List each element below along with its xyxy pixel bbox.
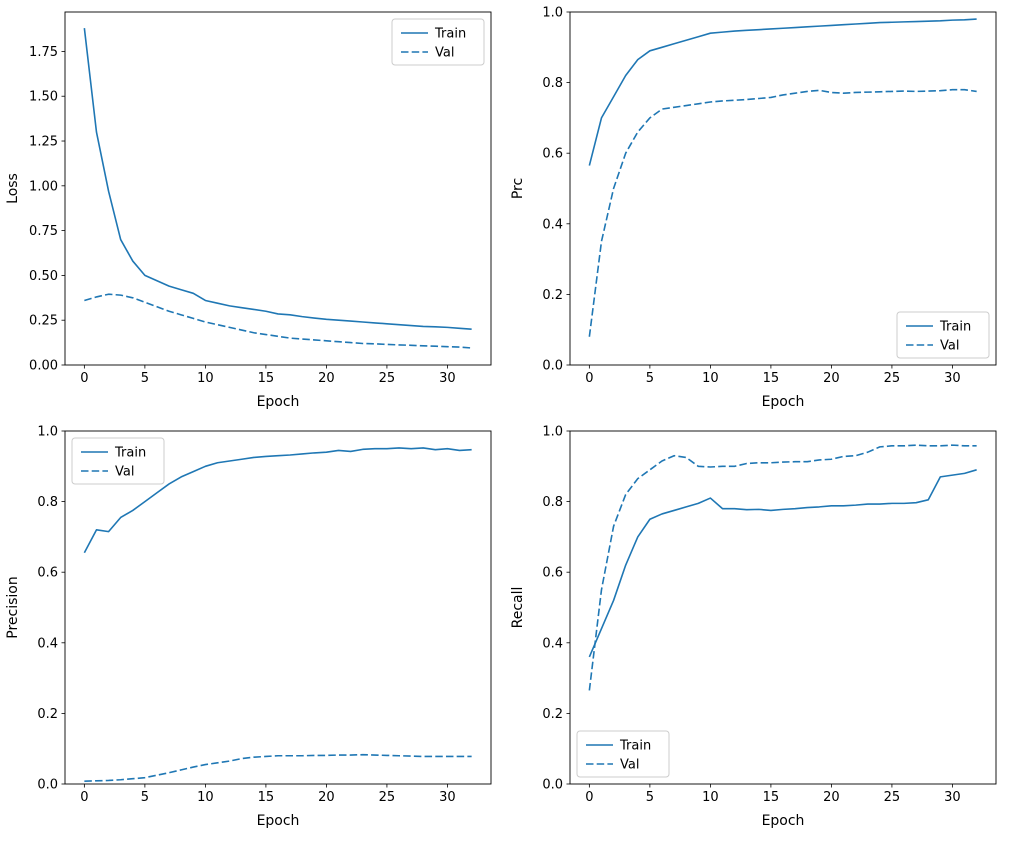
axes-frame (569, 430, 997, 785)
prc-subplot: 0 5 10 15 20 25 30 0.0 0.2 0.4 0.6 0.8 1.0 Train Val Ep… (505, 0, 1010, 419)
train-line (588, 469, 977, 658)
y-tick-label: 0.2 (542, 707, 563, 722)
y-axis-label: Recall (510, 587, 526, 629)
x-tick-label: 0 (80, 371, 88, 386)
x-tick-label: 0 (585, 790, 593, 805)
legend-frame (391, 18, 485, 66)
x-tick-label: 15 (763, 371, 780, 386)
y-tick-label: 1.50 (29, 90, 58, 105)
train-line (83, 28, 472, 330)
y-tick-label: 0.6 (542, 147, 563, 162)
x-tick-label: 10 (702, 790, 719, 805)
y-tick-label: 1.0 (37, 425, 58, 440)
legend-label: Val (435, 46, 454, 61)
val-line (588, 88, 977, 337)
y-axis-label: Precision (5, 576, 21, 638)
x-tick-label: 10 (197, 371, 214, 386)
legend-label: Val (940, 339, 959, 354)
x-tick-label: 25 (379, 371, 396, 386)
axes-frame (64, 430, 492, 785)
x-tick-label: 25 (884, 790, 901, 805)
y-tick-label: 0.4 (542, 636, 563, 651)
prc-chart: 0 5 10 15 20 25 30 0.0 0.2 0.4 0.6 0.8 1.0 Train Val Ep… (510, 6, 997, 410)
legend-frame (896, 311, 990, 359)
legend-label: Val (620, 758, 639, 773)
y-tick-label: 0.4 (37, 636, 58, 651)
axes-frame (569, 11, 997, 366)
x-tick-label: 20 (318, 790, 335, 805)
x-tick-label: 20 (823, 790, 840, 805)
val-line (84, 293, 472, 349)
x-tick-label: 25 (884, 371, 901, 386)
x-tick-label: 5 (141, 371, 149, 386)
axes-frame (64, 11, 492, 366)
x-tick-label: 5 (646, 790, 654, 805)
y-tick-label: 0.50 (29, 269, 58, 284)
y-tick-label: 0.0 (542, 359, 563, 374)
train-line (83, 447, 472, 554)
x-axis-label: Epoch (257, 394, 300, 410)
y-tick-label: 0.2 (37, 707, 58, 722)
legend-label: Train (619, 739, 651, 754)
val-line (588, 444, 977, 691)
legend: Train Val (896, 311, 990, 359)
x-axis-label: Epoch (257, 813, 300, 829)
y-tick-label: 0.75 (29, 224, 58, 239)
x-tick-label: 25 (379, 790, 396, 805)
x-axis-label: Epoch (762, 394, 805, 410)
y-tick-label: 0.8 (37, 495, 58, 510)
y-tick-label: 1.0 (542, 425, 563, 440)
legend: Train Val (391, 18, 485, 66)
y-tick-label: 0.25 (29, 314, 58, 329)
train-line (588, 18, 977, 166)
x-tick-label: 30 (439, 790, 456, 805)
y-tick-label: 0.4 (542, 217, 563, 232)
loss-subplot: 0 5 10 15 20 25 30 0.00 0.25 0.50 0.75 1.00 1.25 1.50… (0, 0, 505, 419)
x-axis-label: Epoch (762, 813, 805, 829)
legend-label: Val (115, 465, 134, 480)
precision-subplot: 0 5 10 15 20 25 30 0.0 0.2 0.4 0.6 0.8 1.0 Train Val Ep… (0, 419, 505, 838)
y-tick-label: 1.75 (29, 45, 58, 60)
y-tick-label: 1.25 (29, 135, 58, 150)
x-tick-label: 0 (80, 790, 88, 805)
y-tick-label: 1.0 (542, 6, 563, 21)
y-tick-label: 0.6 (542, 566, 563, 581)
x-tick-label: 30 (944, 790, 961, 805)
recall-chart: 0 5 10 15 20 25 30 0.0 0.2 0.4 0.6 0.8 1.0 Train Val Ep… (510, 425, 997, 829)
x-tick-label: 0 (585, 371, 593, 386)
x-tick-label: 30 (439, 371, 456, 386)
legend-label: Train (114, 446, 146, 461)
y-tick-label: 1.00 (29, 179, 58, 194)
y-axis-label: Prc (510, 178, 526, 199)
y-tick-label: 0.0 (542, 778, 563, 793)
legend-frame (576, 730, 670, 778)
x-tick-label: 20 (823, 371, 840, 386)
x-tick-label: 15 (258, 371, 275, 386)
x-tick-label: 5 (141, 790, 149, 805)
x-tick-label: 10 (702, 371, 719, 386)
legend-label: Train (939, 320, 971, 335)
y-tick-label: 0.6 (37, 566, 58, 581)
legend-label: Train (434, 27, 466, 42)
x-tick-label: 10 (197, 790, 214, 805)
legend: Train Val (71, 437, 165, 485)
val-line (84, 753, 472, 782)
y-tick-label: 0.00 (29, 359, 58, 374)
y-tick-label: 0.8 (542, 76, 563, 91)
legend: Train Val (576, 730, 670, 778)
x-tick-label: 5 (646, 371, 654, 386)
legend-frame (71, 437, 165, 485)
x-tick-label: 15 (763, 790, 780, 805)
x-tick-label: 15 (258, 790, 275, 805)
x-tick-label: 20 (318, 371, 335, 386)
y-axis-label: Loss (5, 173, 21, 204)
y-tick-label: 0.8 (542, 495, 563, 510)
y-tick-label: 0.2 (542, 288, 563, 303)
x-tick-label: 30 (944, 371, 961, 386)
y-tick-label: 0.0 (37, 778, 58, 793)
recall-subplot: 0 5 10 15 20 25 30 0.0 0.2 0.4 0.6 0.8 1.0 Train Val Ep… (505, 419, 1010, 838)
loss-chart: 0 5 10 15 20 25 30 0.00 0.25 0.50 0.75 1.00 1.25 1.50… (5, 11, 492, 410)
precision-chart: 0 5 10 15 20 25 30 0.0 0.2 0.4 0.6 0.8 1.0 Train Val Ep… (5, 425, 492, 829)
